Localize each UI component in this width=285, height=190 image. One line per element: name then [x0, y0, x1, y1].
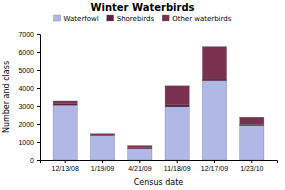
tick-mark [37, 70, 40, 71]
legend-label: Shorebirds [117, 15, 155, 23]
tick: 6000 [18, 49, 40, 56]
tick-label: 11/18/09 [164, 165, 191, 172]
chart: 0 1000 2000 3000 4000 5000 6000 7000 12/13/08 1/1… [0, 0, 285, 190]
legend-swatch [54, 15, 61, 21]
x-axis-title: Census date [134, 178, 184, 187]
title: Winter Waterbirds [90, 2, 194, 13]
bar-series [53, 79, 264, 149]
axis-line [41, 161, 278, 164]
bar [202, 81, 226, 160]
bar [90, 136, 114, 160]
tick-mark [37, 142, 40, 143]
tick-label: 4/21/09 [128, 165, 151, 172]
bar [240, 117, 264, 124]
bar [165, 107, 189, 160]
tick: 1000 [18, 139, 40, 146]
tick-label: 12/13/08 [52, 165, 79, 172]
tick-mark [214, 160, 215, 163]
x-axis: 12/13/08 1/19/09 4/21/09 11/18/09 12/17/09 1/… [41, 160, 278, 172]
tick: 7000 [18, 31, 40, 38]
legend-swatch [107, 15, 114, 21]
tick-label: 1/23/10 [240, 165, 263, 172]
plot-area: 0 1000 2000 3000 4000 5000 6000 7000 12/13/08 1/1… [18, 31, 277, 172]
bar [240, 124, 264, 125]
tick-mark [177, 160, 178, 163]
y-axis-title: Number and class [2, 61, 11, 133]
tick-label: 1/19/09 [91, 165, 114, 172]
tick-mark [102, 160, 103, 163]
legend-item: Shorebirds [107, 15, 155, 23]
y-axis: 0 1000 2000 3000 4000 5000 6000 7000 [18, 31, 40, 164]
tick-mark [251, 160, 252, 163]
tick: 5000 [18, 67, 40, 74]
tick: 2000 [18, 121, 40, 128]
tick: 3000 [18, 103, 40, 110]
bar [53, 101, 77, 104]
tick-mark [37, 160, 40, 161]
bar-series [53, 47, 264, 148]
tick-label: 4000 [18, 85, 34, 92]
bar [202, 47, 226, 79]
bar [165, 86, 189, 105]
tick: 11/18/09 [164, 160, 191, 172]
tick-mark [139, 160, 140, 163]
tick: 4000 [18, 85, 40, 92]
tick-mark [37, 106, 40, 107]
tick-label: 6000 [18, 49, 34, 56]
legend: Waterfowl Shorebirds Other waterbirds [54, 15, 232, 23]
legend-swatch [162, 15, 169, 21]
axis-line [37, 35, 41, 161]
bars [53, 47, 264, 160]
bar [90, 135, 114, 137]
tick-label: 1000 [18, 139, 34, 146]
bar [128, 147, 152, 148]
bar [90, 134, 114, 135]
tick: 1/23/10 [240, 160, 263, 172]
tick-label: 5000 [18, 67, 34, 74]
bar [165, 105, 189, 107]
legend-label: Other waterbirds [172, 15, 232, 23]
tick-label: 7000 [18, 31, 34, 38]
tick: 4/21/09 [128, 160, 151, 172]
bar [128, 146, 152, 148]
bar [53, 104, 77, 105]
tick-mark [37, 124, 40, 125]
bar [53, 105, 77, 160]
bar [240, 126, 264, 160]
tick: 12/13/08 [52, 160, 79, 172]
tick: 1/19/09 [91, 160, 114, 172]
tick-label: 3000 [18, 103, 34, 110]
tick: 0 [30, 157, 40, 164]
tick-mark [37, 88, 40, 89]
bar [128, 149, 152, 160]
legend-item: Other waterbirds [162, 15, 232, 23]
tick-mark [37, 34, 40, 35]
tick-mark [37, 52, 40, 53]
legend-item: Waterfowl [54, 15, 99, 23]
bar-series [53, 81, 264, 160]
bar [202, 79, 226, 81]
tick-label: 2000 [18, 121, 34, 128]
legend-label: Waterfowl [64, 15, 99, 23]
tick-label: 0 [30, 157, 34, 164]
tick-mark [65, 160, 66, 163]
tick-label: 12/17/09 [201, 165, 228, 172]
tick: 12/17/09 [201, 160, 228, 172]
